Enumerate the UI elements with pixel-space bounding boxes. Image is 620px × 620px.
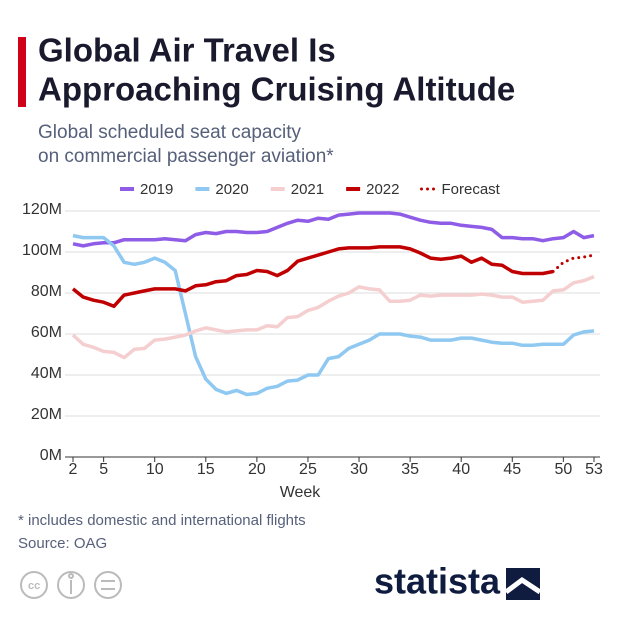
source: Source: OAG — [18, 535, 107, 552]
subtitle: on commercial passenger aviation* — [38, 146, 334, 167]
x-tick-label: 25 — [299, 461, 317, 478]
chart-title: Approaching Cruising Altitude — [38, 71, 515, 108]
y-tick-label: 20M — [31, 406, 62, 423]
license-icons — [20, 571, 122, 599]
chart-title: Global Air Travel Is — [38, 32, 336, 69]
brand: statista — [374, 561, 501, 602]
x-tick-label: 35 — [401, 461, 419, 478]
accent-bar — [18, 37, 26, 107]
series-line — [71, 274, 595, 360]
x-tick-label: 10 — [146, 461, 164, 478]
legend-label: 2020 — [215, 181, 248, 198]
x-tick-label: 15 — [197, 461, 215, 478]
x-tick-label: 45 — [503, 461, 521, 478]
y-tick-label: 100M — [22, 242, 62, 259]
series-line — [72, 211, 595, 248]
cc-icon: cc — [28, 580, 40, 592]
x-tick-label: 30 — [350, 461, 368, 478]
series-line — [72, 233, 595, 397]
brand-logo — [504, 568, 542, 600]
legend-label: Forecast — [442, 181, 501, 198]
series-line — [71, 245, 554, 309]
legend-label: 2021 — [291, 181, 324, 198]
legend-label: 2022 — [366, 181, 399, 198]
legend-label: 2019 — [140, 181, 173, 198]
y-tick-label: 40M — [31, 365, 62, 382]
x-tick-label: 53 — [585, 461, 603, 478]
x-tick-label: 2 — [69, 461, 78, 478]
x-tick-label: 5 — [99, 461, 108, 478]
y-tick-label: 120M — [22, 201, 62, 218]
subtitle: Global scheduled seat capacity — [38, 122, 301, 143]
y-tick-label: 60M — [31, 324, 62, 341]
y-tick-label: 0M — [40, 447, 62, 464]
footnote: * includes domestic and international fl… — [18, 512, 306, 529]
x-tick-label: 50 — [554, 461, 572, 478]
x-tick-label: 20 — [248, 461, 266, 478]
y-tick-label: 80M — [31, 283, 62, 300]
x-axis-label: Week — [280, 484, 322, 501]
x-tick-label: 40 — [452, 461, 470, 478]
series-line — [551, 253, 596, 273]
